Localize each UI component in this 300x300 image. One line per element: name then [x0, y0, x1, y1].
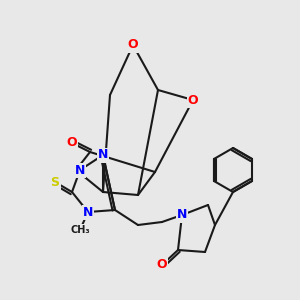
Text: N: N [98, 148, 108, 161]
Text: O: O [188, 94, 198, 106]
Text: N: N [177, 208, 187, 221]
Text: O: O [128, 38, 138, 52]
Text: O: O [67, 136, 77, 149]
Text: O: O [157, 259, 167, 272]
Text: N: N [83, 206, 93, 218]
Text: CH₃: CH₃ [70, 225, 90, 235]
Text: N: N [75, 164, 85, 176]
Text: S: S [50, 176, 59, 188]
